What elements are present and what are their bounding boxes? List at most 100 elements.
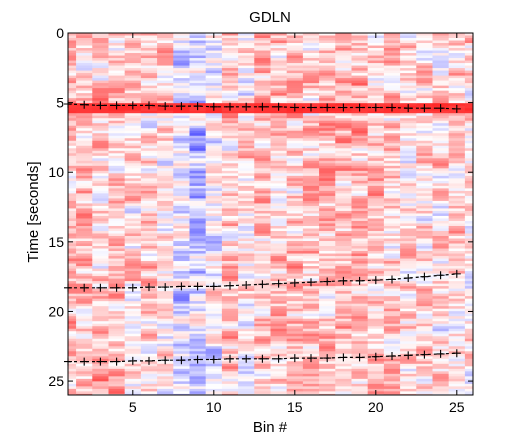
heatmap-cell: [464, 190, 473, 194]
heatmap-cell: [124, 225, 142, 230]
heatmap-cell: [400, 118, 417, 122]
heatmap-cell: [140, 183, 158, 187]
heatmap-cell: [221, 118, 239, 122]
heatmap-cell: [140, 175, 158, 179]
heatmap-cell: [432, 243, 450, 247]
heatmap-cell: [68, 208, 77, 212]
heatmap-cell: [254, 273, 272, 277]
heatmap-cell: [286, 160, 304, 164]
heatmap-cell: [173, 205, 191, 210]
heatmap-cell: [367, 301, 385, 305]
heatmap-cell: [367, 165, 385, 169]
heatmap-cell: [173, 266, 191, 270]
heatmap-cell: [270, 85, 288, 89]
heatmap-cell: [157, 336, 174, 340]
heatmap-cell: [68, 336, 77, 340]
heatmap-cell: [400, 363, 417, 367]
heatmap-cell: [189, 80, 207, 84]
heatmap-cell: [432, 88, 450, 92]
heatmap-cell: [157, 298, 174, 302]
heatmap-cell: [68, 125, 77, 129]
heatmap-cell: [367, 228, 385, 232]
heatmap-cell: [68, 391, 77, 395]
heatmap-cell: [157, 113, 174, 117]
heatmap-cell: [68, 326, 77, 330]
heatmap-cell: [464, 371, 473, 375]
heatmap-cell: [124, 93, 142, 97]
heatmap-cell: [108, 281, 126, 285]
heatmap-cell: [400, 281, 417, 285]
heatmap-cell: [351, 263, 369, 267]
heatmap-cell: [400, 241, 417, 245]
heatmap-cell: [108, 321, 126, 325]
heatmap-cell: [205, 145, 223, 149]
heatmap-cell: [189, 63, 207, 67]
heatmap-cell: [367, 190, 385, 194]
heatmap-cell: [189, 65, 207, 69]
heatmap-cell: [448, 343, 466, 347]
heatmap-cell: [400, 98, 417, 102]
heatmap-cell: [351, 220, 369, 225]
heatmap-cell: [351, 118, 369, 122]
heatmap-cell: [140, 53, 158, 57]
heatmap-cell: [205, 158, 223, 162]
heatmap-cell: [238, 391, 255, 395]
heatmap-cell: [76, 328, 93, 332]
heatmap-cell: [157, 238, 174, 242]
heatmap-cell: [173, 383, 191, 387]
heatmap-cell: [221, 165, 239, 169]
heatmap-cell: [302, 183, 320, 187]
heatmap-cell: [400, 210, 417, 215]
heatmap-cell: [124, 148, 142, 152]
heatmap-cell: [400, 38, 417, 42]
heatmap-cell: [302, 53, 320, 57]
heatmap-cell: [157, 246, 174, 250]
heatmap-cell: [416, 118, 434, 122]
heatmap-cell: [286, 158, 304, 162]
heatmap-cell: [367, 333, 385, 337]
heatmap-cell: [319, 328, 336, 332]
heatmap-cell: [319, 110, 336, 114]
heatmap-cell: [302, 296, 320, 300]
heatmap-cell: [302, 246, 320, 250]
heatmap-cell: [140, 35, 158, 39]
heatmap-cell: [254, 378, 272, 382]
heatmap-cell: [124, 138, 142, 142]
heatmap-cell: [254, 271, 272, 275]
heatmap-cell: [254, 100, 272, 104]
heatmap-cell: [367, 180, 385, 184]
heatmap-cell: [432, 391, 450, 395]
heatmap-cell: [92, 268, 110, 272]
heatmap-cell: [254, 393, 272, 395]
heatmap-cell: [319, 153, 336, 157]
heatmap-cell: [319, 180, 336, 184]
heatmap-cell: [140, 393, 158, 395]
heatmap-cell: [157, 155, 174, 159]
heatmap-cell: [286, 50, 304, 54]
heatmap-cell: [302, 193, 320, 197]
heatmap-cell: [68, 143, 77, 147]
heatmap-cell: [140, 218, 158, 222]
heatmap-cell: [400, 316, 417, 320]
heatmap-cell: [416, 328, 434, 332]
heatmap-cell: [254, 48, 272, 52]
heatmap-cell: [270, 60, 288, 64]
heatmap-cell: [432, 68, 450, 72]
heatmap-cell: [124, 48, 142, 52]
heatmap-cell: [173, 225, 191, 230]
heatmap-cell: [286, 113, 304, 117]
heatmap-cell: [173, 193, 191, 197]
heatmap-cell: [189, 301, 207, 305]
heatmap-cell: [76, 143, 93, 147]
overlay-marker: [112, 101, 121, 110]
heatmap-cell: [351, 100, 369, 104]
heatmap-cell: [254, 346, 272, 350]
heatmap-cell: [302, 373, 320, 377]
heatmap-cell: [254, 266, 272, 270]
heatmap-cell: [286, 193, 304, 197]
heatmap-cell: [464, 271, 473, 275]
heatmap-cell: [383, 45, 401, 49]
heatmap-cell: [270, 133, 288, 137]
heatmap-cell: [124, 123, 142, 127]
heatmap-cell: [238, 241, 255, 245]
